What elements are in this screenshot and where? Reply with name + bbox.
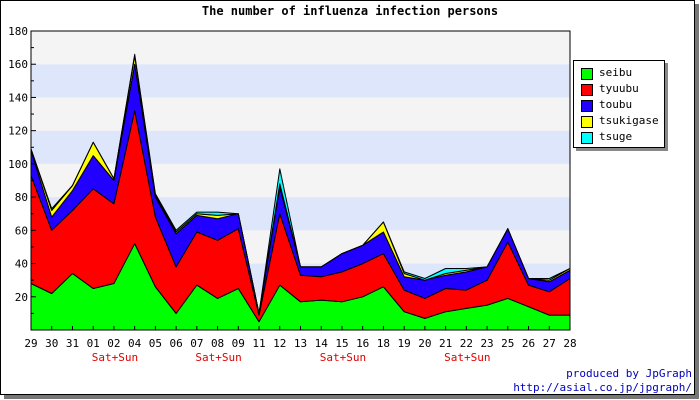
legend-label: tsukigase	[599, 114, 659, 127]
x-tick-label: 09	[232, 337, 245, 350]
y-tick-labels: 20 40 60 80 100 120 140 160 180	[8, 25, 28, 304]
y-tick-label: 180	[8, 25, 28, 38]
legend-label: seibu	[599, 66, 633, 79]
legend-label: toubu	[599, 98, 633, 111]
x-tick-label: 11	[252, 337, 265, 350]
legend: seibu tyuubu toubu tsukigase tsuge	[573, 60, 665, 148]
x-tick-label: 27	[543, 337, 556, 350]
grid-band	[31, 31, 570, 65]
y-tick-label: 100	[8, 158, 28, 171]
grid-band	[31, 97, 570, 131]
x-tick-label: 01	[87, 337, 100, 350]
x-tick-label: 07	[190, 337, 203, 350]
x-tick-label: 06	[169, 337, 182, 350]
chart-title: The number of influenza infection person…	[201, 4, 499, 18]
x-tick-label: 13	[294, 337, 307, 350]
x-tick-label: 19	[398, 337, 411, 350]
legend-swatch	[581, 116, 593, 128]
legend-swatch	[581, 132, 593, 144]
x-tick-label: 16	[356, 337, 369, 350]
x-tick-label: 22	[460, 337, 473, 350]
x-tick-label: 05	[149, 337, 162, 350]
legend-swatch	[581, 68, 593, 80]
y-tick-label: 40	[15, 258, 28, 271]
legend-label: tyuubu	[599, 82, 639, 95]
area-series-tsuge	[30, 53, 571, 314]
x-tick-label: 04	[128, 337, 142, 350]
x-tick-label: 14	[315, 337, 329, 350]
legend-swatch	[581, 84, 593, 96]
x-tick-label: 15	[335, 337, 348, 350]
y-tick-label: 120	[8, 125, 28, 138]
y-tick-label: 140	[8, 91, 28, 104]
credit-line-2: http://asial.co.jp/jpgraph/	[513, 381, 692, 394]
credit-line-1: produced by JpGraph	[566, 367, 692, 380]
x-sublabel: Sat+Sun	[92, 351, 138, 364]
x-tick-label: 29	[24, 337, 37, 350]
x-tick-label: 21	[439, 337, 452, 350]
x-sublabel: Sat+Sun	[320, 351, 366, 364]
y-tick-label: 20	[15, 291, 28, 304]
y-tick-label: 80	[15, 191, 28, 204]
x-tick-label: 12	[273, 337, 286, 350]
x-sublabel: Sat+Sun	[444, 351, 490, 364]
y-tick-label: 160	[8, 58, 28, 71]
x-tick-label: 31	[66, 337, 79, 350]
axes	[30, 30, 571, 331]
legend-label: tsuge	[599, 130, 633, 143]
x-tick-label: 26	[522, 337, 535, 350]
x-tick-label: 28	[563, 337, 576, 350]
grid-band	[31, 130, 570, 164]
x-sublabel: Sat+Sun	[195, 351, 241, 364]
x-tick-label: 23	[480, 337, 493, 350]
x-tick-label: 20	[418, 337, 431, 350]
x-tick-label: 18	[377, 337, 390, 350]
stacked-areas	[30, 53, 571, 331]
grid-band	[31, 64, 570, 98]
y-tick-label: 60	[15, 224, 28, 237]
legend-swatch	[581, 100, 593, 112]
x-tick-label: 30	[45, 337, 58, 350]
x-tick-label: 08	[211, 337, 224, 350]
x-tick-label: 02	[107, 337, 120, 350]
x-tick-label: 25	[501, 337, 514, 350]
